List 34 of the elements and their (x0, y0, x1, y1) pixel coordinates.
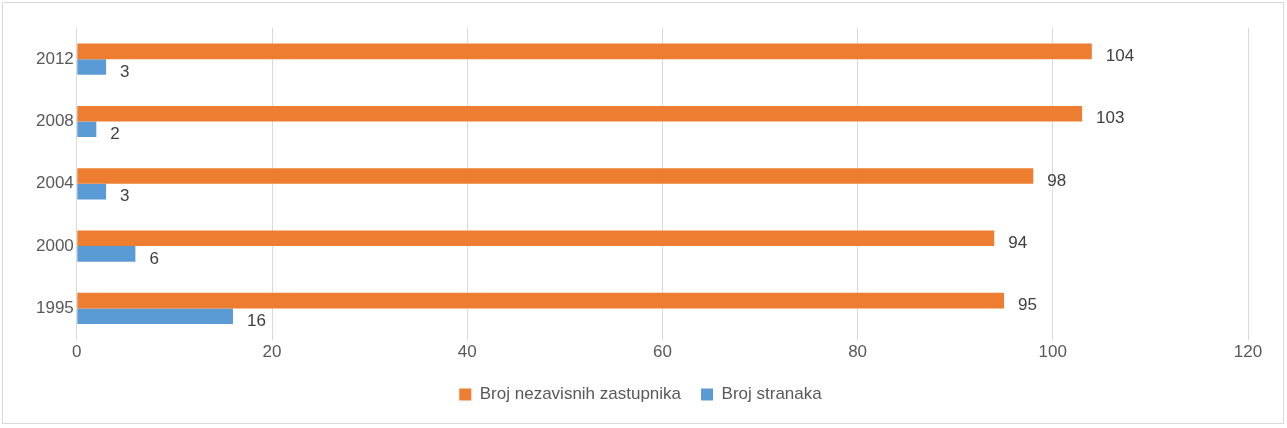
data-label: 94 (1008, 233, 1028, 253)
bar (77, 183, 107, 200)
y-tick-label: 2000 (35, 235, 74, 255)
bar (77, 308, 233, 325)
data-label: 3 (120, 61, 130, 81)
data-label: 98 (1047, 170, 1067, 190)
x-tick-label: 40 (457, 342, 477, 362)
y-tick-label: 1995 (35, 298, 74, 318)
bar (77, 246, 136, 262)
y-tick-label: 2012 (35, 48, 74, 68)
y-tick-label: 2004 (35, 173, 74, 193)
x-tick-label: 80 (848, 342, 868, 362)
data-label: 3 (120, 186, 130, 206)
legend-label: Broj nezavisnih zastupnika (479, 384, 682, 404)
x-tick-label: 60 (652, 342, 672, 362)
bar (77, 105, 1083, 122)
bar (77, 121, 97, 138)
data-label: 16 (246, 310, 266, 330)
x-tick-label: 100 (1038, 342, 1067, 362)
data-label: 95 (1018, 295, 1037, 315)
bar (77, 59, 107, 75)
x-tick-label: 0 (72, 342, 82, 362)
bar (77, 43, 1092, 60)
data-label: 6 (149, 248, 159, 268)
x-tick-label: 20 (262, 342, 282, 362)
bar (77, 168, 1034, 184)
bar (77, 292, 1004, 309)
y-tick-label: 2008 (35, 111, 74, 131)
legend-label: Broj stranaka (721, 384, 823, 404)
x-tick-label: 120 (1233, 342, 1263, 362)
data-label: 103 (1096, 108, 1125, 128)
bar (77, 230, 995, 247)
data-label: 104 (1105, 46, 1135, 66)
data-label: 2 (110, 123, 120, 143)
